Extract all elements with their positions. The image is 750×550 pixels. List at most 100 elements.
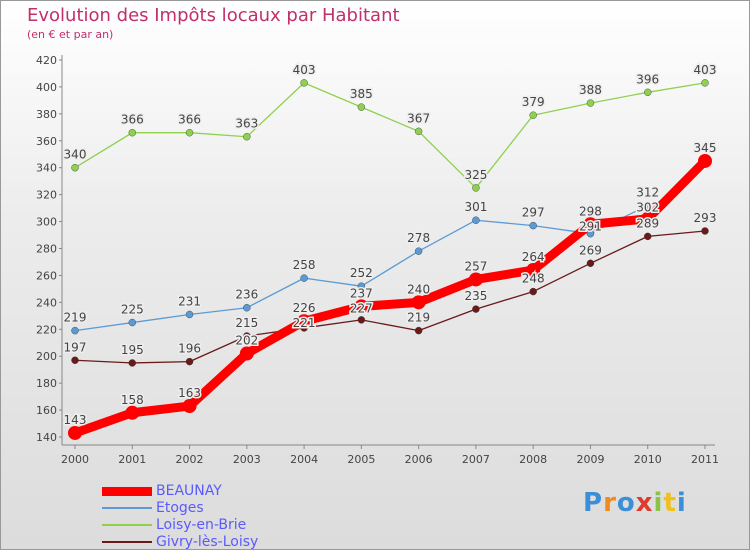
- legend-item: Loisy-en-Brie: [102, 517, 246, 533]
- data-label: 325: [464, 168, 487, 182]
- legend-item: Etoges: [102, 500, 204, 516]
- data-label: 143: [64, 413, 87, 427]
- y-tick-label: 320: [36, 189, 57, 202]
- legend-swatch: [102, 524, 152, 526]
- data-point: [701, 227, 709, 235]
- y-tick-label: 400: [36, 81, 57, 94]
- legend-label: BEAUNAY: [156, 483, 222, 499]
- legend-item: BEAUNAY: [102, 483, 222, 499]
- data-label: 367: [407, 111, 430, 125]
- data-point: [644, 88, 652, 97]
- data-point: [357, 103, 366, 111]
- legend-swatch: [102, 541, 152, 543]
- data-label: 226: [293, 301, 316, 315]
- y-tick-label: 260: [36, 269, 57, 282]
- y-tick-label: 300: [36, 216, 57, 229]
- data-point: [68, 425, 82, 440]
- data-label: 289: [636, 216, 659, 230]
- data-point: [297, 314, 312, 329]
- data-label: 219: [64, 311, 87, 325]
- data-label: 366: [121, 113, 144, 127]
- data-label: 195: [121, 343, 144, 357]
- data-point: [354, 299, 369, 314]
- data-point: [472, 184, 480, 192]
- legend-label: Loisy-en-Brie: [156, 517, 247, 533]
- legend-swatch: [102, 507, 152, 509]
- y-tick-label: 240: [36, 296, 57, 309]
- data-point: [243, 304, 251, 312]
- data-label: 297: [522, 206, 545, 220]
- x-tick-label: 2004: [290, 453, 318, 466]
- data-label: 298: [579, 204, 602, 218]
- data-point: [243, 133, 251, 141]
- x-tick-label: 2011: [691, 453, 719, 466]
- y-tick-label: 380: [36, 108, 57, 121]
- legend-swatch: [102, 486, 152, 496]
- data-label: 202: [235, 334, 258, 348]
- data-label: 312: [636, 185, 659, 199]
- data-label: 158: [121, 393, 144, 407]
- data-label: 215: [235, 316, 258, 330]
- data-point: [472, 305, 480, 313]
- data-label: 291: [579, 219, 602, 233]
- y-tick-label: 220: [36, 323, 57, 336]
- data-label: 258: [293, 258, 316, 272]
- data-point: [128, 318, 136, 327]
- series-line-Givry-lès-Loisy: [74, 230, 706, 364]
- data-label: 219: [407, 311, 430, 325]
- data-point: [300, 79, 308, 87]
- data-point: [71, 164, 79, 172]
- data-label: 163: [178, 386, 201, 400]
- data-label: 403: [293, 63, 316, 77]
- data-point: [414, 247, 423, 255]
- x-tick-label: 2009: [576, 453, 604, 466]
- data-label: 345: [694, 141, 717, 155]
- data-label: 257: [464, 259, 487, 273]
- data-label: 340: [64, 148, 87, 162]
- data-point: [640, 211, 655, 226]
- y-tick-label: 200: [36, 350, 57, 363]
- data-point: [529, 221, 537, 230]
- proxiti-logo: Proxiti: [583, 488, 687, 518]
- data-label: 221: [293, 316, 316, 330]
- data-point: [468, 272, 483, 287]
- x-tick-label: 2010: [634, 453, 662, 466]
- data-point: [583, 217, 598, 232]
- data-label: 278: [407, 231, 430, 245]
- data-point: [185, 129, 194, 137]
- data-point: [71, 356, 79, 364]
- data-point: [128, 359, 136, 367]
- data-point: [185, 357, 194, 366]
- chart-subtitle: (en € et par an): [27, 28, 114, 41]
- x-tick-label: 2006: [405, 453, 433, 466]
- data-point: [529, 287, 537, 296]
- data-point: [526, 263, 541, 278]
- y-tick-label: 180: [36, 377, 57, 390]
- data-label: 379: [522, 95, 545, 109]
- data-point: [357, 316, 366, 324]
- data-label: 403: [694, 63, 717, 77]
- data-point: [182, 399, 197, 414]
- data-point: [243, 332, 251, 340]
- series-line-BEAUNAY: [73, 157, 709, 438]
- data-label: 197: [64, 340, 87, 354]
- data-point: [128, 129, 136, 137]
- series-line-Loisy-en-Brie: [74, 82, 706, 189]
- chart-title: Evolution des Impôts locaux par Habitant: [27, 5, 400, 26]
- data-point: [701, 79, 709, 87]
- data-label: 264: [522, 250, 545, 264]
- y-tick-label: 140: [36, 431, 57, 444]
- data-point: [586, 99, 595, 107]
- data-point: [698, 153, 712, 168]
- data-label: 269: [579, 243, 602, 257]
- x-tick-label: 2008: [519, 453, 547, 466]
- data-label: 248: [522, 272, 545, 286]
- y-tick-label: 280: [36, 243, 57, 256]
- data-point: [239, 346, 254, 361]
- x-tick-label: 2000: [61, 453, 89, 466]
- data-label: 225: [121, 303, 144, 317]
- data-label: 366: [178, 113, 201, 127]
- data-label: 196: [178, 342, 201, 356]
